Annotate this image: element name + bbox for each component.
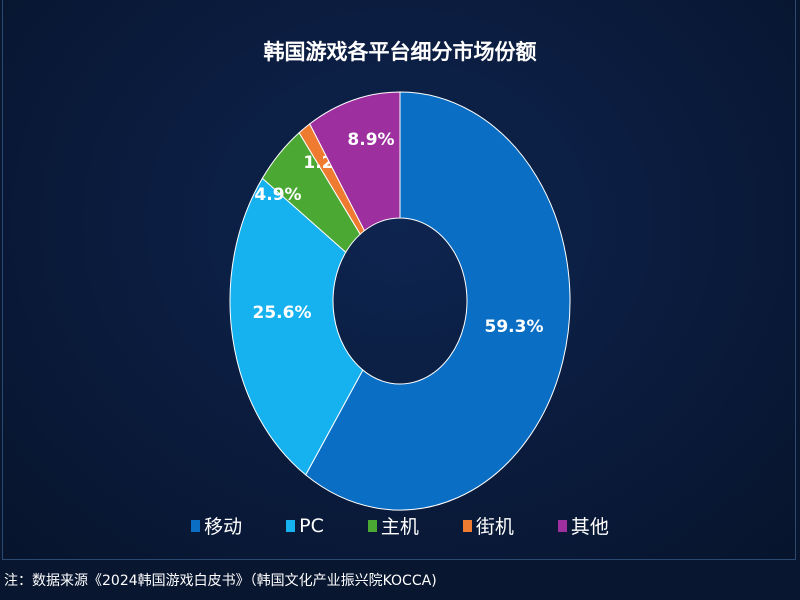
legend-label: PC	[299, 514, 324, 537]
legend-item-0: 移动	[191, 512, 242, 539]
data-label-4: 8.9%	[347, 130, 394, 150]
legend-swatch	[557, 519, 567, 532]
legend-label: 街机	[475, 516, 514, 538]
legend-label: 其他	[570, 516, 609, 538]
legend-item-3: 街机	[462, 512, 514, 539]
legend-item-4: 其他	[557, 512, 609, 539]
legend: 移动 PC 主机 街机 其他	[0, 512, 800, 539]
chart-title: 韩国游戏各平台细分市场份额	[263, 40, 537, 64]
slice-4	[309, 91, 401, 232]
legend-item-2: 主机	[367, 512, 419, 539]
data-label-0: 59.3%	[485, 317, 544, 337]
legend-label: 主机	[380, 516, 419, 538]
source-note: 注：数据来源《2024韩国游戏白皮书》（韩国文化产业振兴院KOCCA)	[4, 573, 437, 589]
legend-swatch	[462, 519, 472, 532]
legend-swatch	[191, 519, 201, 532]
data-label-2: 4.9%	[254, 185, 301, 205]
legend-swatch	[367, 519, 377, 532]
slice-0	[305, 91, 571, 511]
slice-1	[229, 177, 364, 476]
legend-label: 移动	[204, 516, 243, 538]
legend-item-1: PC	[286, 512, 324, 539]
data-label-1: 25.6%	[253, 303, 312, 323]
legend-swatch	[286, 519, 296, 532]
